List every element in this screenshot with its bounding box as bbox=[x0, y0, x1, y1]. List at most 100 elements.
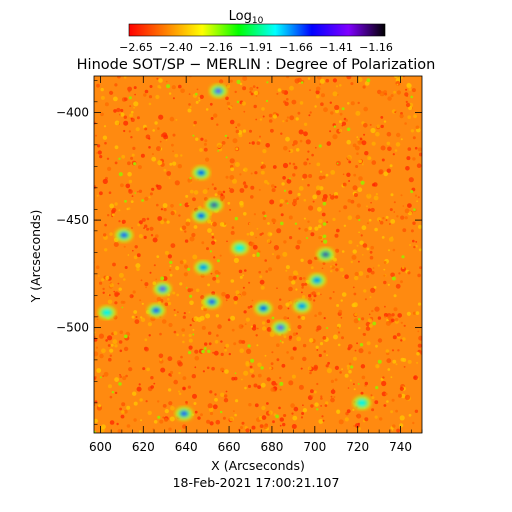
heatmap-speckle bbox=[350, 101, 355, 106]
heatmap-speckle bbox=[362, 85, 366, 89]
heatmap-speckle bbox=[109, 395, 113, 399]
heatmap-speckle bbox=[131, 110, 134, 114]
heatmap-speckle bbox=[282, 414, 286, 417]
heatmap-speckle bbox=[319, 83, 322, 86]
heatmap-speckle bbox=[120, 183, 124, 188]
heatmap-speckle bbox=[224, 348, 228, 352]
heatmap-speckle bbox=[198, 99, 201, 102]
heatmap-speckle bbox=[235, 290, 240, 295]
heatmap-speckle bbox=[297, 111, 301, 115]
heatmap-speckle bbox=[216, 123, 219, 126]
heatmap-speckle bbox=[347, 155, 352, 160]
heatmap-speckle bbox=[369, 123, 372, 126]
heatmap-speckle bbox=[345, 119, 348, 122]
heatmap-speckle bbox=[269, 366, 272, 370]
heatmap-speckle bbox=[362, 163, 364, 166]
heatmap-speckle bbox=[260, 382, 266, 388]
heatmap-speckle bbox=[193, 124, 196, 127]
heatmap-speckle bbox=[289, 115, 295, 121]
heatmap-speckle bbox=[308, 162, 311, 165]
heatmap-speckle bbox=[322, 197, 327, 202]
heatmap-speckle bbox=[334, 378, 338, 382]
heatmap-speckle bbox=[285, 269, 288, 272]
heatmap-speckle bbox=[156, 296, 162, 302]
heatmap-speckle bbox=[168, 401, 173, 406]
heatmap-speckle bbox=[377, 359, 382, 364]
heatmap-speckle bbox=[360, 391, 364, 395]
heatmap-speckle bbox=[173, 379, 178, 385]
heatmap-speckle bbox=[241, 378, 243, 381]
heatmap-speckle bbox=[400, 194, 403, 197]
heatmap-speckle bbox=[163, 208, 167, 212]
heatmap-speckle bbox=[347, 215, 353, 220]
heatmap-speckle bbox=[302, 343, 307, 348]
heatmap-speckle bbox=[189, 189, 194, 194]
heatmap-speckle bbox=[320, 397, 323, 400]
heatmap-speckle bbox=[171, 143, 174, 147]
heatmap-speckle bbox=[266, 81, 269, 84]
heatmap-speckle bbox=[326, 368, 332, 374]
heatmap-speckle bbox=[264, 354, 267, 357]
heatmap-speckle bbox=[271, 316, 275, 320]
heatmap-speckle bbox=[394, 149, 398, 152]
heatmap-speckle bbox=[272, 420, 275, 424]
heatmap-speckle bbox=[399, 114, 404, 119]
heatmap-speckle bbox=[304, 282, 308, 286]
heatmap-speckle bbox=[340, 317, 343, 319]
heatmap-speckle bbox=[404, 394, 411, 400]
heatmap-speckle bbox=[133, 418, 137, 422]
heatmap-speckle bbox=[295, 288, 298, 291]
heatmap-speckle bbox=[205, 108, 209, 111]
heatmap-speckle bbox=[276, 92, 279, 95]
heatmap-speckle bbox=[242, 86, 247, 91]
heatmap-speckle bbox=[120, 112, 125, 117]
heatmap-speckle bbox=[285, 199, 288, 203]
patch-core bbox=[208, 299, 216, 305]
heatmap-speckle bbox=[330, 395, 333, 398]
heatmap-speckle bbox=[109, 354, 113, 357]
heatmap-speckle bbox=[308, 297, 312, 301]
heatmap-speckle bbox=[320, 293, 322, 296]
heatmap-speckle bbox=[175, 118, 178, 121]
heatmap-speckle bbox=[192, 328, 195, 331]
heatmap-speckle bbox=[152, 237, 158, 243]
heatmap-speckle bbox=[386, 168, 391, 173]
heatmap-speckle bbox=[264, 179, 268, 184]
heatmap-speckle bbox=[293, 140, 298, 145]
heatmap-speckle bbox=[249, 305, 253, 308]
heatmap-speckle bbox=[241, 291, 247, 296]
heatmap-speckle bbox=[159, 358, 162, 362]
heatmap-speckle bbox=[363, 133, 366, 136]
heatmap-speckle bbox=[320, 395, 323, 398]
heatmap-speckle bbox=[133, 401, 138, 406]
heatmap-speckle bbox=[355, 165, 359, 168]
heatmap-speckle bbox=[366, 274, 370, 279]
heatmap-speckle bbox=[155, 94, 160, 100]
heatmap-speckle bbox=[243, 110, 246, 113]
heatmap-speckle bbox=[317, 224, 322, 229]
heatmap-speckle bbox=[182, 315, 186, 319]
heatmap-speckle bbox=[358, 176, 363, 181]
heatmap-speckle bbox=[312, 194, 318, 200]
heatmap-speckle bbox=[230, 230, 235, 235]
heatmap-speckle bbox=[320, 405, 322, 407]
heatmap-speckle bbox=[283, 335, 287, 339]
heatmap-speckle bbox=[415, 241, 418, 243]
heatmap-speckle bbox=[336, 162, 339, 165]
heatmap-speckle bbox=[380, 116, 384, 119]
heatmap-speckle bbox=[123, 129, 126, 133]
heatmap-speckle bbox=[368, 351, 372, 355]
x-tick-label: 620 bbox=[132, 440, 155, 454]
heatmap-speckle bbox=[346, 127, 351, 132]
heatmap-speckle bbox=[249, 231, 254, 236]
heatmap-speckle bbox=[250, 195, 254, 199]
heatmap-speckle bbox=[162, 203, 168, 208]
heatmap-speckle bbox=[96, 318, 99, 321]
heatmap-speckle bbox=[259, 275, 263, 279]
heatmap-speckle bbox=[251, 425, 256, 430]
heatmap-speckle bbox=[139, 299, 142, 302]
heatmap-speckle bbox=[157, 300, 162, 305]
heatmap-speckle bbox=[393, 294, 397, 298]
heatmap-speckle bbox=[234, 301, 238, 305]
heatmap-speckle bbox=[225, 343, 230, 348]
